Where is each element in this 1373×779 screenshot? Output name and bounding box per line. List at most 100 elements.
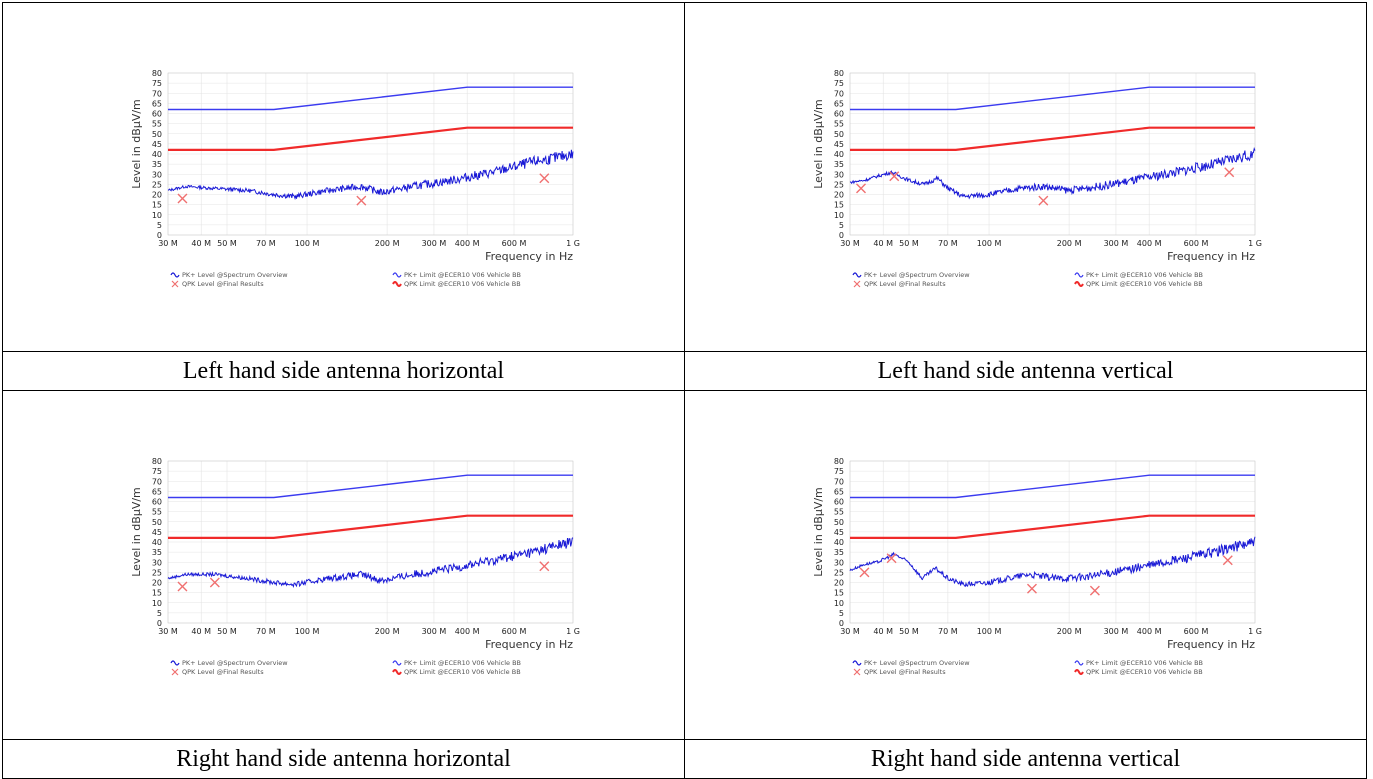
legend-line-icon — [1074, 272, 1084, 278]
legend-x-icon — [853, 280, 861, 288]
legend-label: PK+ Level @Spectrum Overview — [864, 271, 970, 279]
grid — [167, 460, 574, 624]
legend-line-icon — [392, 669, 402, 675]
qpk-marker — [539, 173, 550, 184]
pk-level-trace — [849, 147, 1256, 200]
x-tick-label: 1 G — [1248, 627, 1262, 636]
qpk-marker — [859, 567, 870, 578]
y-tick-label: 10 — [834, 211, 844, 220]
y-tick-label: 35 — [834, 548, 844, 557]
x-tick-label: 300 M — [422, 627, 447, 636]
x-tick-label: 600 M — [1184, 239, 1209, 248]
legend-label: QPK Level @Final Results — [182, 280, 264, 288]
legend-label: PK+ Limit @ECER10 V06 Vehicle BB — [1086, 271, 1203, 279]
y-tick-label: 20 — [152, 579, 162, 588]
pk-limit-line — [168, 474, 573, 499]
qpk-limit-line — [850, 514, 1255, 539]
y-tick-label: 50 — [152, 518, 162, 527]
y-tick-label: 25 — [834, 180, 844, 189]
y-tick-label: 25 — [152, 180, 162, 189]
legend-x-icon — [171, 280, 179, 288]
y-tick-label: 0 — [839, 619, 844, 628]
plot-frame — [167, 460, 574, 624]
y-tick-label: 75 — [152, 467, 162, 476]
qpk-marker — [856, 183, 867, 194]
x-tick-label: 30 M — [158, 627, 178, 636]
y-tick-label: 65 — [834, 487, 844, 496]
x-axis-label: Frequency in Hz — [485, 250, 573, 263]
y-tick-label: 75 — [834, 467, 844, 476]
x-tick-label: 100 M — [977, 239, 1002, 248]
y-tick-label: 0 — [839, 231, 844, 240]
y-tick-label: 15 — [152, 589, 162, 598]
x-tick-label: 70 M — [256, 239, 276, 248]
x-tick-label: 30 M — [158, 239, 178, 248]
x-tick-label: 30 M — [840, 239, 860, 248]
legend-label: PK+ Level @Spectrum Overview — [864, 659, 970, 667]
legend-line-icon — [852, 272, 862, 278]
legend-x-icon — [853, 668, 861, 676]
y-tick-label: 0 — [157, 619, 162, 628]
y-tick-label: 20 — [834, 579, 844, 588]
y-tick-label: 45 — [152, 528, 162, 537]
legend-line-icon — [1074, 669, 1084, 675]
y-tick-label: 35 — [152, 160, 162, 169]
y-tick-label: 45 — [834, 528, 844, 537]
pk-level-trace — [167, 149, 574, 201]
x-tick-label: 200 M — [375, 239, 400, 248]
y-tick-label: 35 — [834, 160, 844, 169]
x-tick-label: 50 M — [899, 627, 919, 636]
x-tick-label: 70 M — [938, 239, 958, 248]
legend-line-icon — [1074, 281, 1084, 287]
x-tick-label: 200 M — [1057, 627, 1082, 636]
y-tick-label: 75 — [152, 79, 162, 88]
legend-label: QPK Level @Final Results — [182, 668, 264, 676]
y-tick-label: 45 — [834, 140, 844, 149]
x-tick-label: 400 M — [1137, 627, 1162, 636]
y-tick-label: 65 — [152, 99, 162, 108]
legend-line-icon — [392, 281, 402, 287]
x-tick-label: 400 M — [455, 239, 480, 248]
y-tick-label: 80 — [834, 457, 844, 466]
x-tick-label: 1 G — [566, 239, 580, 248]
y-tick-label: 55 — [834, 120, 844, 129]
pk-limit-line — [850, 86, 1255, 111]
y-axis-label: Level in dBµV/m — [812, 99, 825, 189]
y-tick-label: 55 — [152, 120, 162, 129]
y-tick-label: 10 — [152, 599, 162, 608]
legend-label: PK+ Level @Spectrum Overview — [182, 659, 288, 667]
legend-label: PK+ Limit @ECER10 V06 Vehicle BB — [404, 271, 521, 279]
qpk-marker — [177, 193, 188, 204]
y-tick-label: 45 — [152, 140, 162, 149]
y-axis-label: Level in dBµV/m — [130, 487, 143, 577]
qpk-marker — [886, 553, 897, 564]
caption-lhs-vertical: Left hand side antenna vertical — [684, 351, 1367, 391]
y-tick-label: 55 — [152, 508, 162, 517]
x-tick-label: 70 M — [256, 627, 276, 636]
y-tick-label: 60 — [152, 498, 162, 507]
x-tick-label: 100 M — [295, 239, 320, 248]
y-tick-label: 40 — [152, 150, 162, 159]
y-tick-label: 15 — [834, 201, 844, 210]
y-tick-label: 25 — [834, 568, 844, 577]
x-tick-label: 300 M — [422, 239, 447, 248]
y-tick-label: 75 — [834, 79, 844, 88]
x-tick-label: 1 G — [566, 627, 580, 636]
qpk-marker — [1026, 583, 1037, 594]
y-tick-label: 30 — [834, 170, 844, 179]
caption-rhs-horizontal: Right hand side antenna horizontal — [2, 739, 685, 779]
x-tick-label: 100 M — [977, 627, 1002, 636]
y-tick-label: 80 — [152, 457, 162, 466]
y-tick-label: 50 — [834, 518, 844, 527]
x-tick-label: 300 M — [1104, 627, 1129, 636]
y-tick-label: 5 — [839, 609, 844, 618]
x-tick-label: 600 M — [502, 239, 527, 248]
